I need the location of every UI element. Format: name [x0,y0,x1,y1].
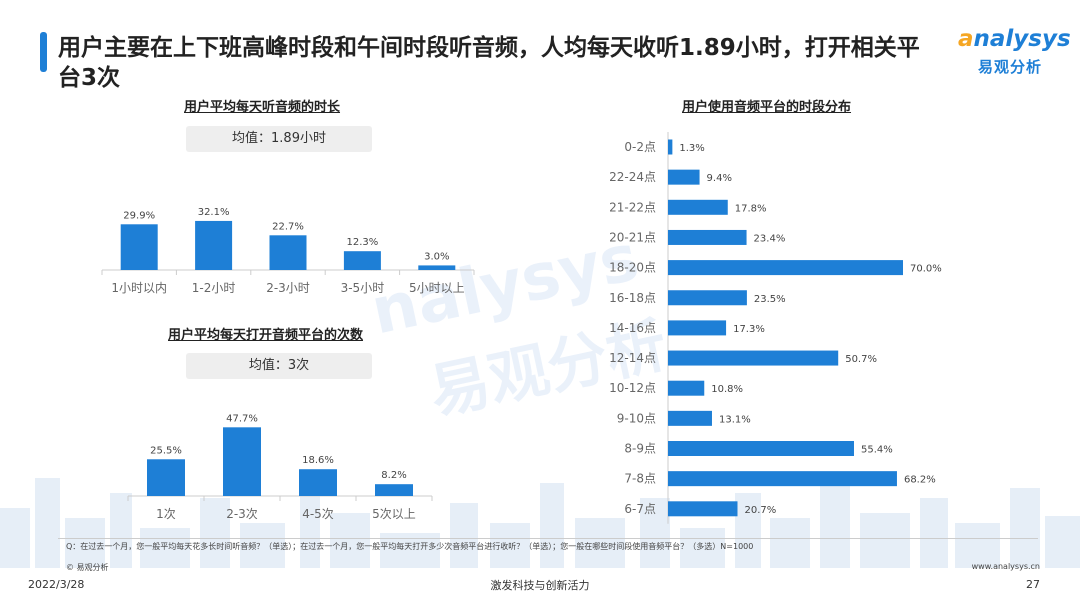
time-slot-value-label: 1.3% [679,143,704,154]
logo-subtitle: 易观分析 [978,58,1043,76]
brand-logo: analysys 易观分析 [958,26,1071,82]
time-slot-value-label: 23.5% [754,294,786,305]
duration-category-label: 2-3小时 [266,281,310,295]
logo-accent-letter: a [958,26,974,52]
opens-bar [299,469,337,496]
opens-value-label: 25.5% [150,445,182,456]
duration-value-label: 3.0% [424,251,449,262]
duration-bar [343,251,381,270]
report-date: 2022/3/28 [28,578,85,591]
time-slot-bar [668,501,738,517]
time-slot-value-label: 23.4% [754,233,786,244]
logo-wordmark: analysys [958,26,1071,52]
time-slot-category-label: 9-10点 [617,411,656,425]
duration-bar [195,220,233,270]
slogan-text: 激发科技与创新活力 [490,579,590,592]
copyright-text: © 易观分析 [66,563,109,572]
time-slot-bar [668,441,854,456]
footer-divider [58,538,1038,539]
time-slot-category-label: 20-21点 [609,230,656,244]
listen-duration-mean-badge: 均值：1.89小时 [186,126,372,152]
page-title: 用户主要在上下班高峰时段和午间时段听音频，人均每天收听1.89小时，打开相关平台… [58,35,920,91]
time-slot-bar [668,260,903,276]
opens-bar [375,484,413,496]
opens-value-label: 18.6% [302,455,334,466]
time-slot-category-label: 14-16点 [609,321,656,335]
time-slot-value-label: 17.8% [735,203,767,214]
duration-value-label: 12.3% [347,237,379,248]
listen-duration-chart-title: 用户平均每天听音频的时长 [184,100,341,115]
logo-wordmark-rest: nalysys [973,26,1071,52]
open-count-chart-title: 用户平均每天打开音频平台的次数 [168,328,364,343]
opens-bar [223,427,261,496]
time-slot-bar [668,199,728,215]
time-slot-value-label: 9.4% [707,173,732,184]
opens-category-label: 2-3次 [226,507,258,521]
time-slot-chart-title: 用户使用音频平台的时段分布 [682,100,852,115]
time-slot-bar [668,229,747,245]
opens-category-label: 5次以上 [372,507,416,521]
time-slot-category-label: 6-7点 [624,502,656,516]
time-slot-value-label: 10.8% [711,384,743,395]
time-slot-value-label: 50.7% [845,354,877,365]
opens-bar [147,459,185,496]
time-slot-bar [668,471,897,487]
time-slot-bar [668,139,673,155]
time-slot-category-label: 0-2点 [624,140,656,154]
opens-value-label: 8.2% [381,470,406,481]
opens-category-label: 1次 [156,507,176,521]
opens-value-label: 47.7% [226,413,258,424]
time-slot-value-label: 68.2% [904,475,936,486]
duration-value-label: 22.7% [272,221,304,232]
time-slot-category-label: 21-22点 [609,200,656,214]
duration-category-label: 1-2小时 [192,281,236,295]
page-number: 27 [1026,578,1040,591]
open-count-mean-badge: 均值：3次 [186,353,372,379]
time-slot-category-label: 7-8点 [624,472,656,486]
time-slot-value-label: 17.3% [733,324,765,335]
time-slot-bar [668,290,747,306]
time-slot-category-label: 16-18点 [609,291,656,305]
duration-value-label: 32.1% [198,207,230,218]
time-slot-category-label: 10-12点 [609,381,656,395]
duration-bar [120,224,158,270]
duration-category-label: 5小时以上 [409,281,465,295]
time-slot-bar [668,169,700,185]
time-slot-value-label: 70.0% [910,264,942,275]
time-slot-category-label: 18-20点 [609,261,656,275]
time-slot-bar [668,350,839,366]
time-slot-value-label: 20.7% [744,505,776,516]
opens-category-label: 4-5次 [302,507,334,521]
duration-category-label: 1小时以内 [111,281,167,295]
time-slot-category-label: 22-24点 [609,170,656,184]
duration-bar [269,235,307,270]
time-slot-bar [668,410,712,426]
survey-question-note: Q：在过去一个月，您一般平均每天花多长时间听音频？（单选）；在过去一个月，您一般… [66,542,754,551]
time-slot-category-label: 12-14点 [609,351,656,365]
duration-value-label: 29.9% [123,210,155,221]
time-slot-value-label: 13.1% [719,414,751,425]
title-accent-bar [40,32,47,72]
time-slot-category-label: 8-9点 [624,442,656,456]
time-slot-value-label: 55.4% [861,445,893,456]
time-slot-bar [668,320,727,336]
website-link[interactable]: www.analysys.cn [971,562,1040,571]
time-slot-bar [668,380,705,396]
duration-category-label: 3-5小时 [341,281,385,295]
duration-bar [418,265,456,270]
